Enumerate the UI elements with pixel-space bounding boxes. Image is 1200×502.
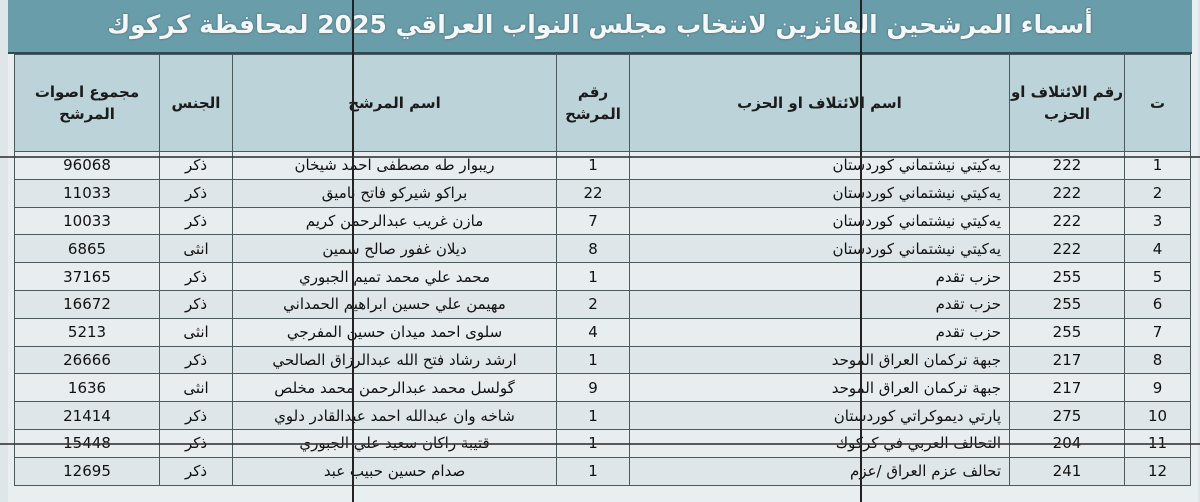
cell-coalition-no: 255 (1009, 289, 1125, 319)
cell-candidate-name: ارشد رشاد فتح الله عبدالرزاق الصالحي (232, 345, 557, 375)
overlay-grid-line (0, 156, 1200, 158)
cell-candidate-no: 7 (556, 206, 630, 236)
overlay-grid-line (352, 0, 354, 502)
cell-seq: 6 (1124, 289, 1191, 319)
cell-votes: 37165 (14, 262, 160, 291)
cell-votes: 11033 (14, 178, 160, 208)
cell-candidate-name: ديلان غفور صالح سمين (232, 234, 557, 264)
cell-coalition-name: يەكيتي نيشتماني كوردستان (629, 234, 1010, 264)
cell-gender: ذكر (159, 456, 233, 486)
header-seq: ت (1124, 54, 1191, 152)
overlay-grid-line (0, 443, 1200, 445)
cell-candidate-name: براكو شيركو فاتح ناميق (232, 178, 557, 208)
header-candidate-name: اسم المرشح (232, 54, 557, 152)
cell-coalition-name: يەكيتي نيشتماني كوردستان (629, 178, 1010, 208)
cell-coalition-no: 222 (1009, 234, 1125, 264)
cell-seq: 4 (1124, 234, 1191, 264)
cell-candidate-no: 1 (556, 262, 630, 291)
table-row: 6 255 حزب تقدم 2 مهيمن علي حسين ابراهيم الحم… (14, 289, 1191, 319)
cell-seq: 12 (1124, 456, 1191, 486)
cell-seq: 7 (1124, 317, 1191, 347)
cell-coalition-name: تحالف عزم العراق /عزم (629, 456, 1010, 486)
cell-gender: ذكر (159, 206, 233, 236)
header-row: ت رقم الائتلاف او الحزب اسم الائتلاف او … (14, 54, 1191, 152)
cell-seq: 10 (1124, 401, 1191, 430)
cell-candidate-name: سلوى احمد ميدان حسين المفرجي (232, 317, 557, 347)
cell-candidate-no: 2 (556, 289, 630, 319)
table-row: 8 217 جبهة تركمان العراق الموحد 1 ارشد رشاد … (14, 345, 1191, 375)
cell-coalition-name: جبهة تركمان العراق الموحد (629, 345, 1010, 375)
cell-votes: 10033 (14, 206, 160, 236)
cell-coalition-name: حزب تقدم (629, 289, 1010, 319)
document-title: أسماء المرشحين الفائزين لانتخاب مجلس الن… (8, 0, 1192, 54)
cell-votes: 21414 (14, 401, 160, 430)
cell-gender: انثى (159, 317, 233, 347)
table-row: 9 217 جبهة تركمان العراق الموحد 9 گولسل محمد… (14, 373, 1191, 403)
table-row: 4 222 يەكيتي نيشتماني كوردستان 8 ديلان غفور … (14, 234, 1191, 264)
cell-candidate-no: 8 (556, 234, 630, 264)
cell-seq: 2 (1124, 178, 1191, 208)
cell-coalition-no: 217 (1009, 373, 1125, 403)
overlay-grid-line (860, 0, 862, 502)
cell-coalition-name: پارتي ديموكراتي كوردستان (629, 401, 1010, 430)
cell-seq: 8 (1124, 345, 1191, 375)
cell-candidate-no: 1 (556, 345, 630, 375)
cell-votes: 6865 (14, 234, 160, 264)
cell-votes: 26666 (14, 345, 160, 375)
cell-candidate-name: گولسل محمد عبدالرحمن محمد مخلص (232, 373, 557, 403)
cell-candidate-name: شاخه وان عبدالله احمد عبدالقادر دلوي (232, 401, 557, 430)
cell-votes: 5213 (14, 317, 160, 347)
cell-coalition-no: 241 (1009, 456, 1125, 486)
cell-coalition-name: حزب تقدم (629, 262, 1010, 291)
table-row: 3 222 يەكيتي نيشتماني كوردستان 7 مازن غريب ع… (14, 206, 1191, 236)
cell-coalition-no: 255 (1009, 317, 1125, 347)
cell-candidate-no: 1 (556, 401, 630, 430)
cell-gender: ذكر (159, 178, 233, 208)
cell-coalition-no: 217 (1009, 345, 1125, 375)
cell-gender: ذكر (159, 345, 233, 375)
cell-gender: ذكر (159, 289, 233, 319)
cell-votes: 1636 (14, 373, 160, 403)
cell-candidate-name: محمد علي محمد تميم الجبوري (232, 262, 557, 291)
cell-coalition-name: يەكيتي نيشتماني كوردستان (629, 206, 1010, 236)
cell-gender: انثى (159, 234, 233, 264)
header-coalition-name: اسم الائتلاف او الحزب (629, 54, 1010, 152)
cell-candidate-no: 1 (556, 456, 630, 486)
winners-table: ت رقم الائتلاف او الحزب اسم الائتلاف او … (14, 54, 1191, 486)
header-gender: الجنس (159, 54, 233, 152)
cell-candidate-no: 4 (556, 317, 630, 347)
cell-candidate-name: صدام حسين حبيب عبد (232, 456, 557, 486)
cell-votes: 16672 (14, 289, 160, 319)
cell-coalition-name: جبهة تركمان العراق الموحد (629, 373, 1010, 403)
table-row: 10 275 پارتي ديموكراتي كوردستان 1 شاخه وان ع… (14, 401, 1191, 430)
cell-coalition-no: 222 (1009, 206, 1125, 236)
cell-candidate-no: 9 (556, 373, 630, 403)
cell-seq: 5 (1124, 262, 1191, 291)
cell-votes: 12695 (14, 456, 160, 486)
table-row: 5 255 حزب تقدم 1 محمد علي محمد تميم الجبوري ذ… (14, 262, 1191, 291)
table-row: 2 222 يەكيتي نيشتماني كوردستان 22 براكو شيرك… (14, 178, 1191, 208)
cell-coalition-name: حزب تقدم (629, 317, 1010, 347)
cell-candidate-name: مازن غريب عبدالرحمن كريم (232, 206, 557, 236)
cell-coalition-no: 222 (1009, 178, 1125, 208)
table-row: 12 241 تحالف عزم العراق /عزم 1 صدام حسين حبي… (14, 456, 1191, 486)
header-votes: مجموع اصوات المرشح (14, 54, 160, 152)
cell-coalition-no: 275 (1009, 401, 1125, 430)
header-coalition-number: رقم الائتلاف او الحزب (1009, 54, 1125, 152)
cell-gender: ذكر (159, 401, 233, 430)
cell-candidate-name: مهيمن علي حسين ابراهيم الحمداني (232, 289, 557, 319)
cell-gender: ذكر (159, 262, 233, 291)
table-row: 7 255 حزب تقدم 4 سلوى احمد ميدان حسين المفرج… (14, 317, 1191, 347)
cell-gender: انثى (159, 373, 233, 403)
cell-seq: 3 (1124, 206, 1191, 236)
cell-seq: 9 (1124, 373, 1191, 403)
cell-candidate-no: 22 (556, 178, 630, 208)
cell-coalition-no: 255 (1009, 262, 1125, 291)
header-candidate-number: رقم المرشح (556, 54, 630, 152)
